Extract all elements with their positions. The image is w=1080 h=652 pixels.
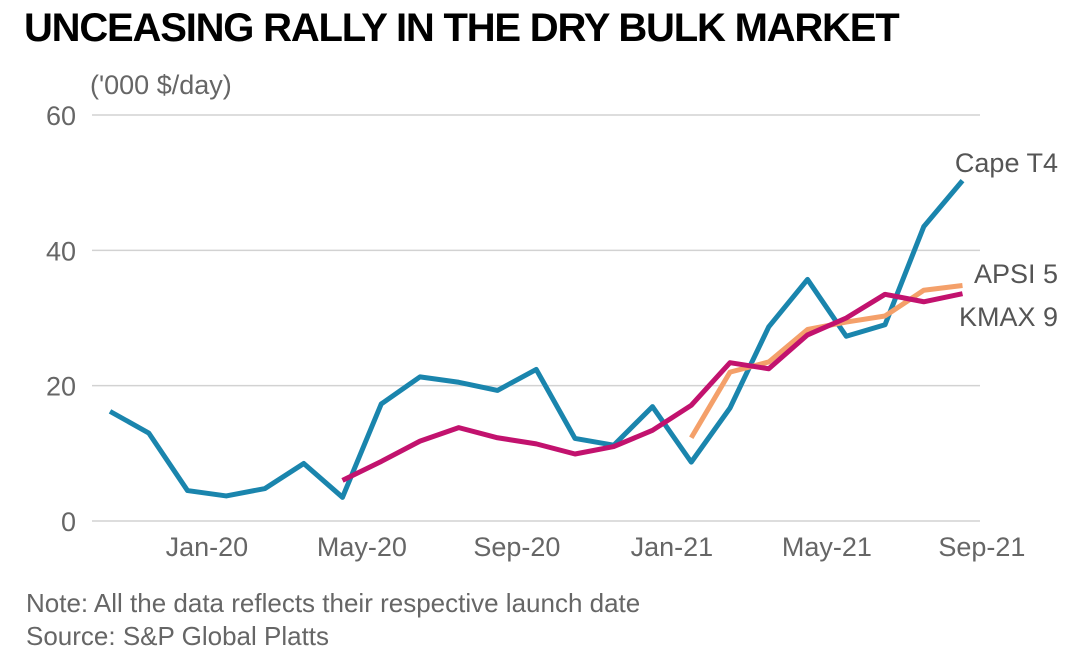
y-tick-label: 20 [46,372,76,402]
series-line-cape-t4 [108,179,965,500]
series-line-kmax-9 [341,291,964,483]
x-tick-label: May-21 [782,532,872,562]
series-label-cape-t4: Cape T4 [955,148,1058,178]
series-labels: Cape T4 APSI 5 KMAX 9 [955,148,1058,332]
y-axis-ticks: 0 20 40 60 [46,101,76,537]
chart-title: UNCEASING RALLY IN THE DRY BULK MARKET [24,6,900,50]
y-tick-label: 60 [46,101,76,131]
x-tick-label: May-20 [317,532,407,562]
x-tick-label: Jan-20 [166,532,249,562]
y-axis-unit-label: ('000 $/day) [90,70,232,100]
x-tick-label: Sep-21 [938,532,1025,562]
x-tick-label: Jan-21 [631,532,714,562]
series-label-kmax-9: KMAX 9 [959,302,1058,332]
chart-source: Source: S&P Global Platts [26,621,330,651]
series-label-apsi-5: APSI 5 [974,259,1058,289]
y-tick-label: 0 [61,507,76,537]
chart-note: Note: All the data reflects their respec… [26,588,641,618]
y-tick-label: 40 [46,236,76,266]
gridlines [92,114,980,522]
x-tick-label: Sep-20 [473,532,560,562]
x-axis-ticks: Jan-20 May-20 Sep-20 Jan-21 May-21 Sep-21 [166,532,1026,562]
series-lines [108,179,965,500]
